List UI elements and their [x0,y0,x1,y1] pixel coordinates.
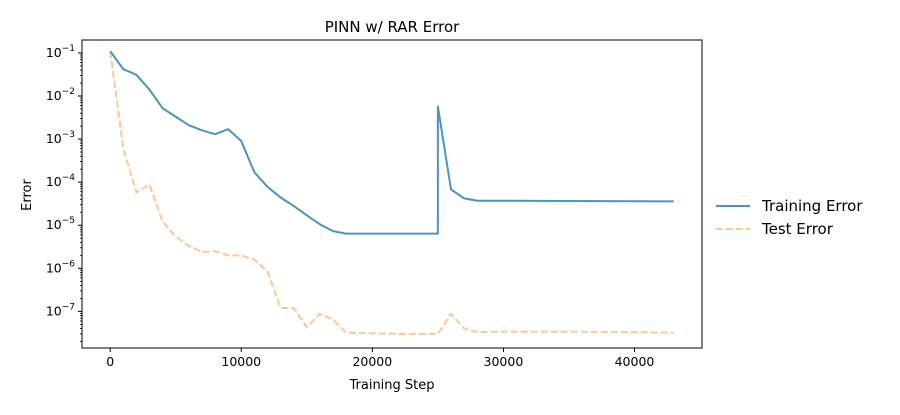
legend-label: Training Error [761,197,863,215]
y-tick-base: 10 [46,303,62,318]
plot-frame [81,39,703,349]
y-tick-label: 10−4 [46,173,75,189]
x-tick-label: 30000 [484,354,524,369]
y-tick-label: 10−3 [46,130,75,146]
y-tick-exponent: −2 [62,87,75,97]
y-tick-base: 10 [46,174,62,189]
x-ticks: 0 10000 20000 30000 40000 [106,348,654,369]
x-axis-label: Training Step [348,378,434,393]
y-ticks: 10−110−210−310−410−510−610−7 [46,44,82,342]
y-tick-base: 10 [46,260,62,275]
chart-title: PINN w/ RAR Error [325,18,460,36]
y-axis-label: Error [20,179,35,211]
y-tick-label: 10−6 [46,259,75,275]
y-tick-base: 10 [46,45,62,60]
x-tick-label: 10000 [221,354,261,369]
x-tick-label: 0 [106,354,114,369]
y-tick-exponent: −6 [62,259,76,269]
y-tick-label: 10−7 [46,302,75,318]
y-tick-exponent: −7 [62,302,75,312]
y-tick-label: 10−1 [46,44,75,60]
y-tick-base: 10 [46,88,62,103]
series-layer [109,50,674,335]
x-tick-label: 40000 [615,354,655,369]
series-line-training-error [109,50,674,235]
series-line-test-error [109,51,674,335]
y-tick-base: 10 [46,131,62,146]
y-tick-exponent: −4 [62,173,76,183]
legend-label: Test Error [761,220,834,238]
legend: Training Error Test Error [716,197,863,238]
y-tick-exponent: −1 [62,44,75,54]
y-tick-exponent: −5 [62,216,75,226]
y-tick-exponent: −3 [62,130,75,140]
y-tick-base: 10 [46,217,62,232]
x-tick-label: 20000 [352,354,392,369]
y-tick-label: 10−2 [46,87,75,103]
y-tick-label: 10−5 [46,216,75,232]
